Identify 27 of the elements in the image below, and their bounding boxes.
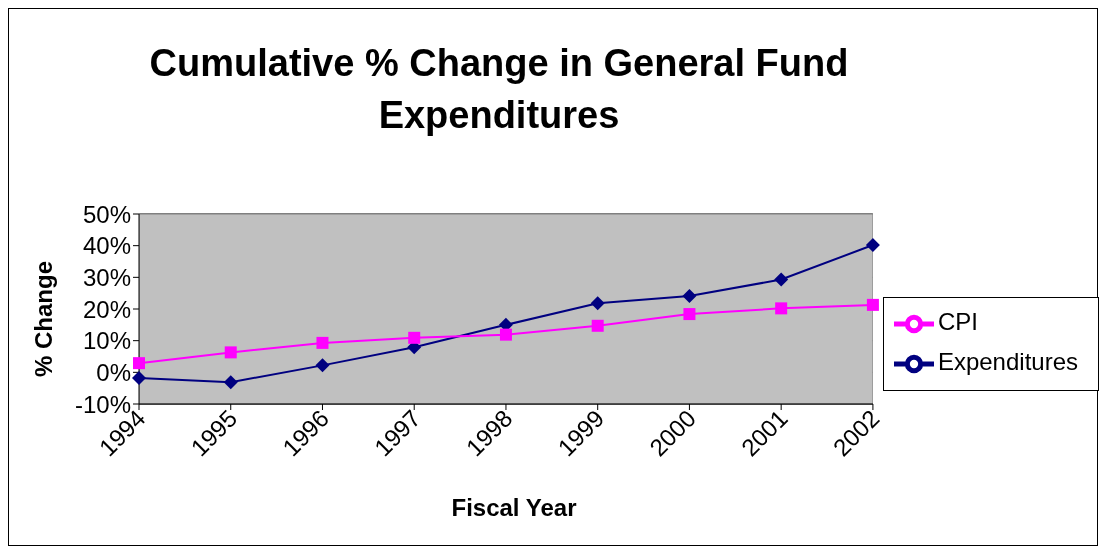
point <box>132 371 146 386</box>
point <box>682 289 697 304</box>
point <box>591 319 604 332</box>
point <box>315 358 330 373</box>
y-tick-label: 0% <box>96 358 131 386</box>
point <box>865 238 880 253</box>
point <box>224 346 237 359</box>
point <box>316 336 329 349</box>
chart-title: Cumulative % Change in General Fund Expenditures <box>148 41 850 138</box>
x-axis-title: Fiscal Year <box>450 494 578 522</box>
point <box>683 308 696 321</box>
point <box>408 331 421 344</box>
legend-label: CPI <box>937 308 978 336</box>
point <box>223 375 238 390</box>
point <box>774 272 789 287</box>
point <box>775 302 788 315</box>
y-tick-label: 30% <box>82 263 131 291</box>
y-tick-label: 50% <box>82 200 131 228</box>
y-tick-label: 10% <box>82 327 131 355</box>
y-tick-label: 40% <box>82 232 131 260</box>
y-tick-label: 20% <box>82 295 131 323</box>
legend-label: Expenditures <box>937 348 1078 376</box>
point <box>590 296 605 311</box>
point <box>133 357 145 370</box>
point <box>499 328 512 341</box>
point <box>866 298 879 311</box>
y-axis-title: % Change <box>30 260 58 378</box>
